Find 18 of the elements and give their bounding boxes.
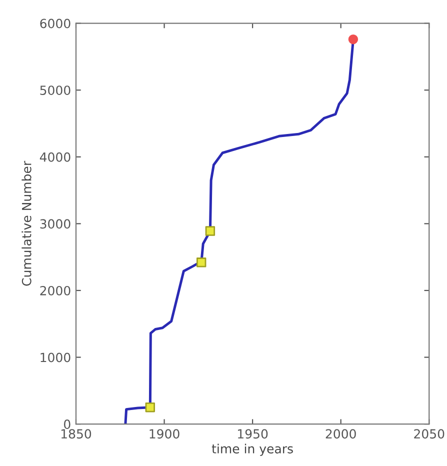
- x-tick-label: 2000: [326, 429, 356, 439]
- y-tick-label: 3000: [40, 219, 70, 229]
- x-axis-title: time in years: [212, 444, 293, 456]
- x-tick-label: 1950: [238, 429, 268, 439]
- x-tick-label: 1850: [61, 429, 92, 439]
- y-tick-label: 1000: [40, 352, 70, 362]
- y-axis-title: Cumulative Number: [22, 160, 32, 286]
- point: [348, 34, 358, 44]
- y-tick-label: 2000: [40, 286, 70, 296]
- point: [196, 258, 206, 268]
- y-tick-label: 0: [64, 420, 70, 429]
- x-tick-label: 2050: [414, 429, 444, 439]
- point: [205, 226, 216, 236]
- y-tick-label: 6000: [40, 18, 70, 28]
- y-tick-label: 4000: [40, 152, 70, 162]
- y-tick-label: 5000: [40, 86, 70, 96]
- point: [145, 402, 156, 412]
- x-tick-label: 1900: [150, 429, 180, 439]
